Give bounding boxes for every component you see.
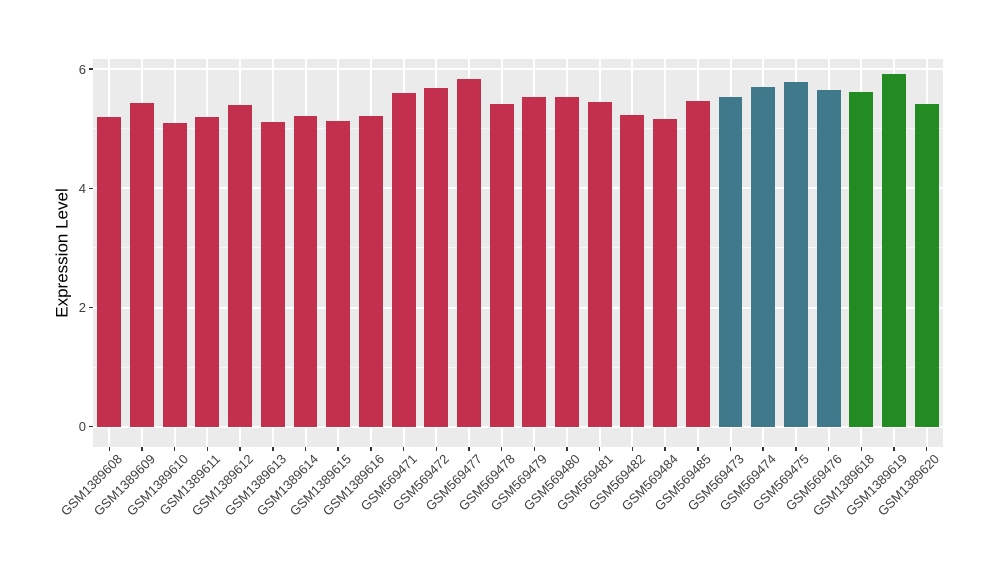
x-tick-mark <box>141 447 143 451</box>
x-tick-mark <box>533 447 536 451</box>
y-tick-mark <box>88 306 93 309</box>
bar <box>457 78 481 427</box>
x-tick-mark <box>827 447 830 451</box>
bar <box>326 120 351 427</box>
x-tick-mark <box>272 447 274 451</box>
x-tick-mark <box>697 447 699 451</box>
y-tick-mark <box>88 187 93 190</box>
x-tick-mark <box>860 447 863 451</box>
x-tick-mark <box>402 447 405 451</box>
plot-panel <box>93 59 943 447</box>
bar <box>130 102 154 427</box>
gridline-major <box>93 68 943 71</box>
bar <box>751 87 776 427</box>
bar <box>914 103 939 427</box>
y-axis-title: Expression Level <box>52 188 72 318</box>
bar <box>522 97 547 427</box>
gridline-major <box>93 187 943 190</box>
bar <box>849 91 874 427</box>
x-tick-mark <box>370 447 372 451</box>
bar <box>260 121 285 427</box>
bar <box>293 115 318 427</box>
bar <box>228 105 253 427</box>
y-tick-mark <box>88 68 93 70</box>
y-tick-label: 2 <box>78 300 86 316</box>
x-tick-mark <box>566 447 568 451</box>
bar <box>391 92 416 427</box>
y-tick-mark <box>88 425 93 428</box>
x-tick-mark <box>500 447 503 451</box>
x-tick-mark <box>729 447 732 451</box>
bar <box>587 101 612 427</box>
bar <box>489 104 514 427</box>
bar <box>882 73 906 427</box>
bar <box>816 89 841 427</box>
gridline-minor <box>93 247 943 249</box>
x-tick-mark <box>239 447 241 451</box>
y-tick-label: 4 <box>78 180 86 196</box>
x-tick-mark <box>893 447 895 451</box>
x-tick-mark <box>468 447 470 451</box>
bar <box>97 116 122 427</box>
bar <box>653 119 678 427</box>
gridline-minor <box>93 366 943 368</box>
gridline-major <box>93 425 943 428</box>
x-tick-mark <box>206 447 209 451</box>
y-tick-label: 6 <box>78 61 86 77</box>
x-tick-mark <box>762 447 764 451</box>
x-tick-mark <box>631 447 634 451</box>
x-tick-mark <box>337 447 339 451</box>
x-tick-mark <box>598 447 601 451</box>
x-tick-mark <box>173 447 176 451</box>
bar <box>718 97 743 427</box>
bar <box>358 115 383 427</box>
gridline-major <box>93 306 943 309</box>
bar <box>195 116 220 427</box>
bar <box>620 115 645 427</box>
bar <box>555 97 579 427</box>
gridline-minor <box>93 128 943 130</box>
x-tick-mark <box>925 447 928 451</box>
y-tick-label: 0 <box>78 419 86 435</box>
x-tick-mark <box>795 447 797 451</box>
bar <box>685 100 710 427</box>
bar <box>783 81 808 427</box>
x-tick-mark <box>664 447 666 451</box>
bar <box>162 122 187 427</box>
x-tick-mark <box>435 447 438 451</box>
x-tick-mark <box>108 447 111 451</box>
bar <box>424 88 449 427</box>
x-tick-mark <box>304 447 307 451</box>
